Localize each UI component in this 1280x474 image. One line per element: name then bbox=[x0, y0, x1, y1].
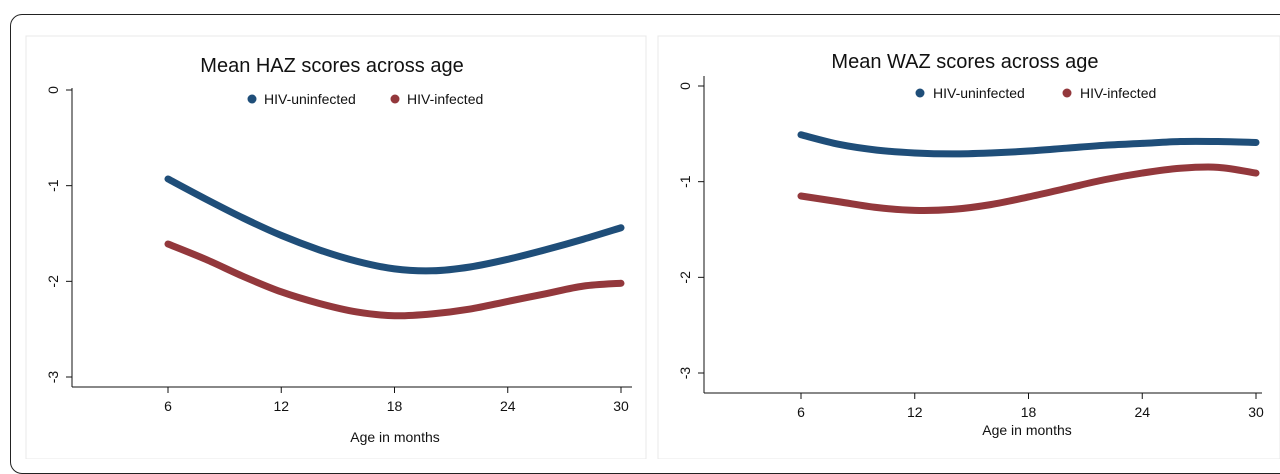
y-tick-label: -3 bbox=[45, 371, 61, 384]
x-tick-label: 30 bbox=[1248, 404, 1264, 420]
x-tick-label: 6 bbox=[164, 398, 172, 414]
figure-canvas: Mean HAZ scores across age HIV-uninfecte… bbox=[25, 35, 1280, 459]
x-tick-label: 18 bbox=[1021, 404, 1037, 420]
waz-chart: Mean WAZ scores across age HIV-uninfecte… bbox=[677, 51, 1264, 438]
x-tick-label: 6 bbox=[797, 404, 805, 420]
series-line-infected bbox=[164, 240, 625, 320]
legend-label-uninfected: HIV-uninfected bbox=[933, 85, 1025, 101]
x-tick-label: 12 bbox=[907, 404, 923, 420]
series-line-infected bbox=[797, 163, 1260, 214]
haz-chart: Mean HAZ scores across age HIV-uninfecte… bbox=[45, 55, 632, 445]
y-tick-label: -1 bbox=[45, 179, 61, 192]
legend-label-uninfected: HIV-uninfected bbox=[264, 91, 356, 107]
legend: HIV-uninfected HIV-infected bbox=[915, 85, 1156, 101]
chart-title: Mean HAZ scores across age bbox=[200, 55, 463, 77]
legend-marker-infected bbox=[1062, 88, 1072, 98]
y-tick-label: -3 bbox=[677, 367, 693, 380]
x-tick-label: 24 bbox=[500, 398, 516, 414]
legend-label-infected: HIV-infected bbox=[1080, 85, 1156, 101]
x-tick-label: 30 bbox=[613, 398, 629, 414]
y-tick-label: -1 bbox=[677, 175, 693, 188]
legend: HIV-uninfected HIV-infected bbox=[247, 91, 483, 107]
legend-marker-uninfected bbox=[915, 88, 925, 98]
x-tick-label: 18 bbox=[387, 398, 403, 414]
left-panel bbox=[25, 35, 647, 459]
y-tick-label: 0 bbox=[45, 86, 61, 94]
x-tick-label: 12 bbox=[273, 398, 289, 414]
chart-title: Mean WAZ scores across age bbox=[831, 51, 1098, 73]
legend-marker-uninfected bbox=[247, 94, 257, 104]
x-axis-label: Age in months bbox=[982, 422, 1072, 438]
y-tick-label: -2 bbox=[45, 275, 61, 288]
right-panel bbox=[657, 35, 1280, 459]
legend-marker-infected bbox=[390, 94, 400, 104]
legend-label-infected: HIV-infected bbox=[407, 91, 483, 107]
y-tick-label: 0 bbox=[677, 82, 693, 90]
y-tick-label: -2 bbox=[677, 271, 693, 284]
series-line-uninfected bbox=[797, 131, 1260, 158]
x-axis-label: Age in months bbox=[350, 429, 440, 445]
x-tick-label: 24 bbox=[1134, 404, 1150, 420]
series-line-uninfected bbox=[164, 175, 625, 275]
